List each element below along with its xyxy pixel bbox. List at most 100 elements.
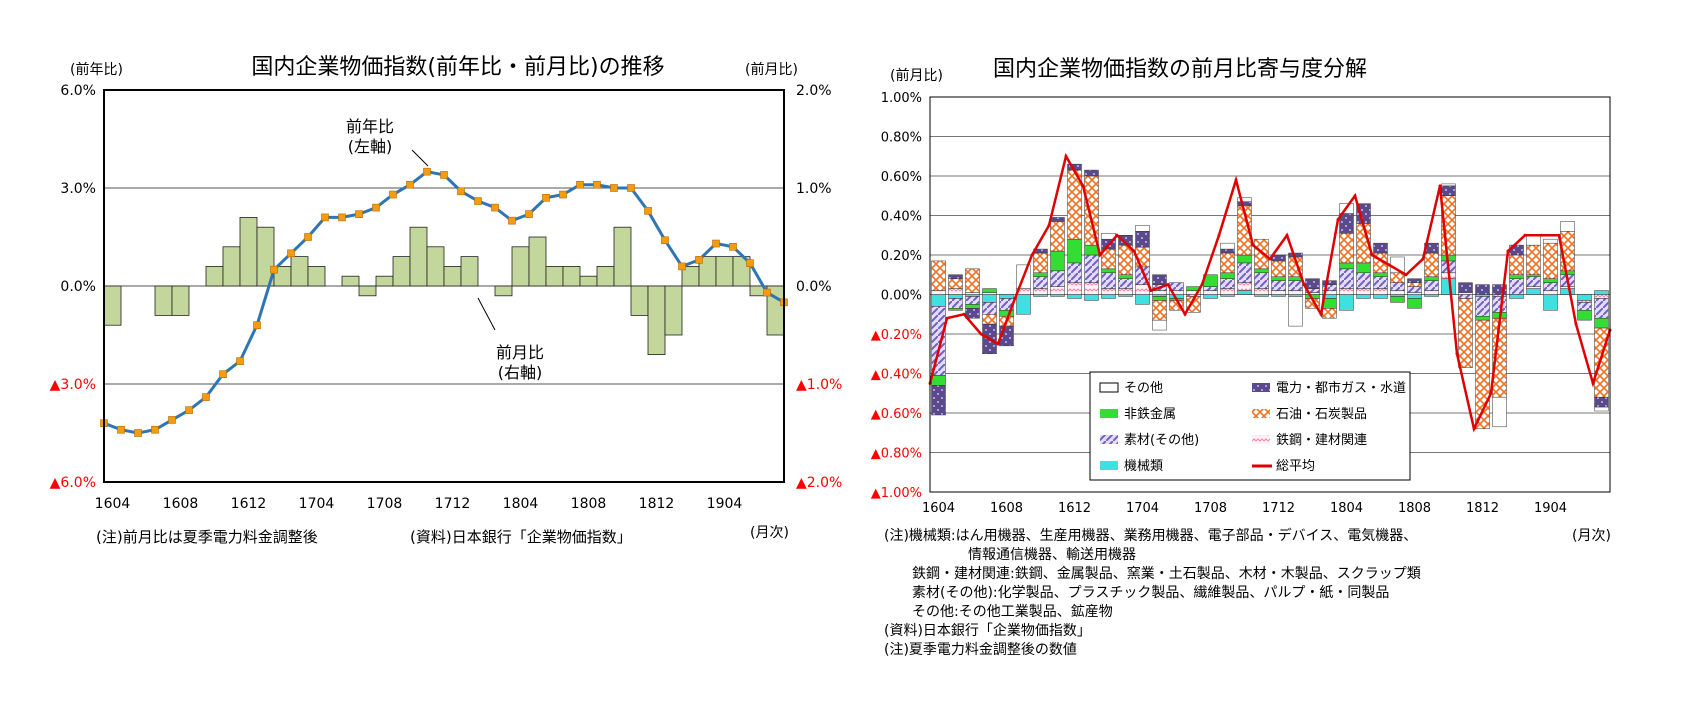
- contribution-segment: [1288, 290, 1303, 295]
- contribution-segment: [1407, 298, 1422, 309]
- contribution-segment: [1441, 183, 1456, 187]
- legend-label-nonferrous: 非鉄金属: [1124, 406, 1176, 422]
- total-point: [1064, 154, 1068, 158]
- contribution-segment: [1220, 272, 1235, 279]
- contribution-segment: [1373, 272, 1388, 277]
- mom-bar: [647, 285, 666, 355]
- total-point: [1217, 233, 1221, 237]
- yoy-point: [474, 197, 482, 205]
- total-point: [1489, 391, 1493, 395]
- contribution-segment: [1084, 254, 1099, 283]
- contribution-segment: [948, 288, 963, 295]
- yoy-point: [559, 190, 567, 199]
- total-point: [1166, 283, 1170, 287]
- right-tick-label: 1.0%: [796, 181, 832, 197]
- contribution-segment: [1305, 278, 1320, 289]
- contribution-segment: [1373, 294, 1388, 299]
- mom-bar: [392, 256, 411, 287]
- right-y-tick-label: ▲0.40%: [871, 368, 922, 383]
- yoy-point: [746, 259, 754, 267]
- annot-mom-2: (右軸): [498, 363, 543, 382]
- yoy-point: [372, 203, 380, 212]
- contribution-segment: [1152, 296, 1167, 301]
- contribution-segment: [1152, 300, 1167, 321]
- contribution-segment: [1050, 250, 1065, 272]
- total-point: [1132, 249, 1136, 253]
- contribution-segment: [1237, 197, 1252, 202]
- contribution-segment: [1424, 290, 1439, 295]
- contribution-segment: [1101, 294, 1116, 299]
- contribution-segment: [931, 260, 946, 291]
- total-point: [1472, 427, 1476, 431]
- contribution-segment: [1390, 296, 1405, 303]
- contribution-segment: [1526, 235, 1541, 246]
- contribution-segment: [1033, 288, 1048, 295]
- mom-bar: [358, 285, 377, 297]
- contribution-segment: [931, 294, 946, 307]
- right-note-2: 情報通信機器、輸送用機器: [884, 547, 1136, 563]
- left-x-tick-label: 1708: [367, 496, 403, 512]
- yoy-point: [712, 239, 720, 248]
- total-point: [1404, 273, 1408, 277]
- yoy-line: [100, 167, 788, 437]
- contribution-segment: [982, 288, 997, 293]
- contribution-segment: [1118, 235, 1133, 246]
- contribution-segment: [1594, 294, 1609, 299]
- legend-swatch-steel: [1252, 435, 1270, 444]
- total-point: [1013, 296, 1017, 300]
- mom-bar: [290, 256, 309, 287]
- total-point: [1081, 184, 1085, 188]
- yoy-point: [440, 171, 448, 179]
- contribution-segment: [1016, 294, 1031, 315]
- contribution-segment: [965, 304, 980, 309]
- contribution-segment: [1237, 201, 1252, 206]
- right-axis-label: (前月比): [745, 61, 798, 78]
- legend: その他 電力・都市ガス・水道 非鉄金属 石油・石炭製品 素材(その他) 鉄鋼・建…: [1089, 371, 1411, 481]
- contribution-segment: [1407, 282, 1422, 287]
- contribution-segment: [1424, 252, 1439, 277]
- legend-swatch-nonferrous: [1100, 409, 1118, 418]
- yoy-point: [338, 213, 346, 222]
- contribution-segment: [948, 294, 963, 299]
- left-tick-label: ▲6.0%: [50, 475, 96, 491]
- right-y-axis-label: (前月比): [890, 67, 943, 84]
- contribution-segment: [1067, 262, 1082, 283]
- contribution-segment: [1441, 185, 1456, 196]
- total-point: [1574, 322, 1578, 326]
- yoy-point: [117, 425, 125, 434]
- mom-bar: [341, 275, 360, 287]
- contribution-segment: [1526, 244, 1541, 275]
- yoy-point: [627, 184, 635, 192]
- right-tick-label: 2.0%: [796, 83, 832, 99]
- contribution-segment: [948, 274, 963, 279]
- annot-yoy-arrow: [411, 149, 429, 167]
- contribution-segment: [1237, 262, 1252, 283]
- right-y-tick-label: 1.00%: [881, 91, 922, 106]
- contribution-segment: [1135, 294, 1150, 305]
- contribution-segment: [1458, 292, 1473, 295]
- contribution-segment: [1407, 292, 1422, 295]
- yoy-point: [661, 236, 669, 245]
- total-point: [1234, 178, 1238, 182]
- mom-bar: [545, 265, 564, 287]
- legend-swatch-petroleum: [1252, 409, 1270, 418]
- contribution-segment: [1594, 406, 1609, 412]
- contribution-segment: [1543, 290, 1558, 295]
- contribution-segment: [1356, 288, 1371, 295]
- total-point: [1030, 253, 1034, 257]
- contribution-segment: [1594, 396, 1609, 408]
- contribution-segment: [1407, 278, 1422, 283]
- contribution-segment: [965, 268, 980, 293]
- legend-label-steel: 鉄鋼・建材関連: [1276, 433, 1367, 448]
- contribution-segment: [1118, 294, 1133, 297]
- yoy-point: [576, 180, 584, 189]
- total-point: [1200, 283, 1204, 287]
- contribution-segment: [982, 314, 997, 325]
- mom-bar: [171, 285, 190, 316]
- contribution-segment: [1033, 294, 1048, 297]
- contribution-segment: [1339, 262, 1354, 270]
- contribution-segment: [1288, 296, 1303, 327]
- yoy-point: [678, 262, 686, 271]
- mom-bar: [426, 246, 445, 287]
- contribution-segment: [1577, 300, 1592, 303]
